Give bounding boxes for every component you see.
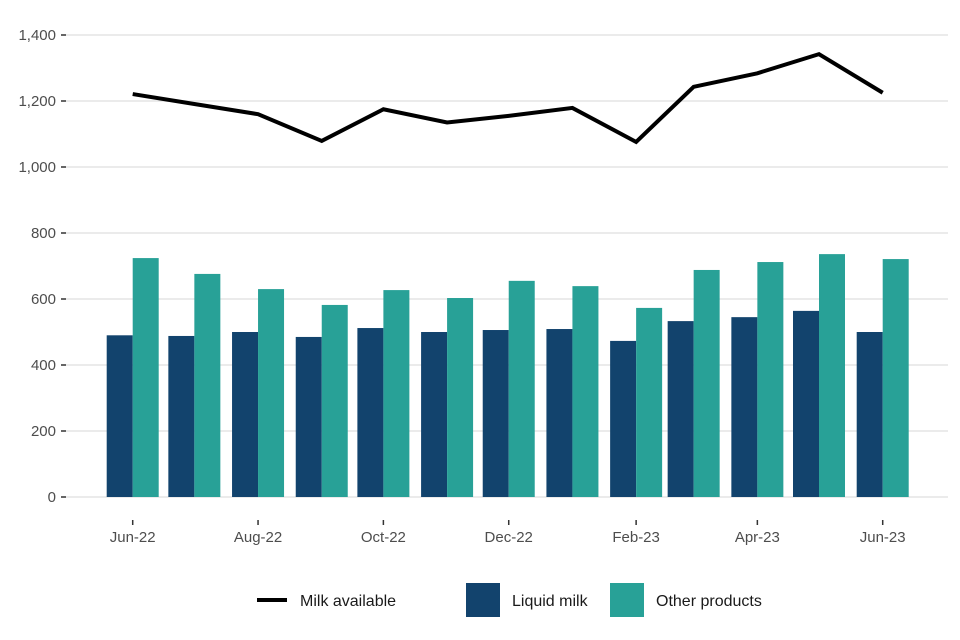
x-tick-label: Jun-22 xyxy=(110,529,156,546)
bar-liquid-milk-Sep-22 xyxy=(295,336,322,497)
x-tick-label: Dec-22 xyxy=(485,529,533,546)
milk-available-line-group xyxy=(132,51,884,145)
x-tick-label: Jun-23 xyxy=(860,529,906,546)
bar-liquid-milk-Mar-23 xyxy=(667,321,694,497)
legend-label-liquid-milk: Liquid milk xyxy=(512,593,589,610)
y-tick-label: 1,400 xyxy=(18,27,56,44)
legend-swatch-liquid-milk xyxy=(466,583,500,617)
legend-label-other-products: Other products xyxy=(656,593,762,610)
legend-swatch-other-products xyxy=(610,583,644,617)
x-tick-label: Feb-23 xyxy=(612,529,660,546)
bar-other-products-Dec-22 xyxy=(508,280,535,497)
bar-liquid-milk-Jan-23 xyxy=(546,329,573,497)
bar-other-products-Oct-22 xyxy=(383,290,410,497)
bar-other-products-Nov-22 xyxy=(447,298,474,497)
x-axis: Jun-22 Aug-22 Oct-22 Dec-22 Feb-23 Apr-23 Jun-… xyxy=(110,520,906,546)
bar-liquid-milk-Jun-22 xyxy=(106,335,133,497)
bars xyxy=(106,254,909,497)
y-tick-label: 600 xyxy=(31,291,56,308)
bar-other-products-Jun-23 xyxy=(882,259,909,497)
bar-liquid-milk-May-23 xyxy=(793,310,820,497)
bar-liquid-milk-Nov-22 xyxy=(421,332,448,497)
y-tick-label: 400 xyxy=(31,357,56,374)
bar-liquid-milk-Dec-22 xyxy=(482,330,509,497)
bar-other-products-Jul-22 xyxy=(194,273,221,497)
bar-liquid-milk-Oct-22 xyxy=(357,328,384,497)
bar-liquid-milk-Jul-22 xyxy=(168,335,195,497)
bar-other-products-Feb-23 xyxy=(636,307,663,497)
x-tick-label: Oct-22 xyxy=(361,529,406,546)
bar-other-products-Apr-23 xyxy=(757,262,784,497)
bar-other-products-Aug-22 xyxy=(258,289,285,497)
x-tick-label: Apr-23 xyxy=(735,529,780,546)
y-tick-label: 200 xyxy=(31,423,56,440)
line-milk-available xyxy=(132,51,884,145)
legend-label-milk-available: Milk available xyxy=(300,593,396,610)
x-tick-label: Aug-22 xyxy=(234,529,282,546)
bar-other-products-Sep-22 xyxy=(321,304,348,497)
y-tick-label: 1,200 xyxy=(18,93,56,110)
legend: Milk available Liquid milk Other product… xyxy=(257,583,762,617)
y-tick-label: 800 xyxy=(31,225,56,242)
bar-other-products-Jan-23 xyxy=(572,286,599,497)
bar-other-products-May-23 xyxy=(819,254,846,497)
bar-liquid-milk-Apr-23 xyxy=(731,317,758,497)
y-axis: 0 200 400 600 800 1,000 1,200 1,400 xyxy=(18,27,66,506)
bar-other-products-Jun-22 xyxy=(132,258,159,497)
bar-other-products-Mar-23 xyxy=(693,269,720,497)
bar-liquid-milk-Feb-23 xyxy=(610,340,637,497)
y-tick-label: 0 xyxy=(48,489,56,506)
bar-liquid-milk-Aug-22 xyxy=(232,332,259,497)
y-tick-label: 1,000 xyxy=(18,159,56,176)
bar-liquid-milk-Jun-23 xyxy=(856,332,883,497)
